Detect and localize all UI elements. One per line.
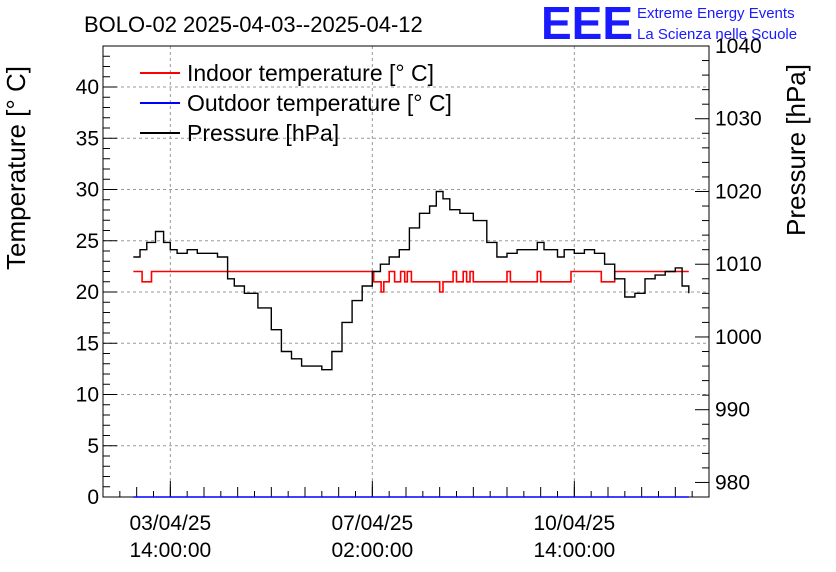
x-axis: 03/04/25 14:00:00 07/04/25 02:00:00 10/04/25… xyxy=(119,481,693,562)
left-axis: 0 5 10 15 20 25 30 35 40 xyxy=(76,45,117,509)
eee-logo: EEE Extreme Energy Events La Scienza nel… xyxy=(541,0,797,49)
legend-label-0: Indoor temperature [° C] xyxy=(187,60,434,86)
right-tick-label-1000: 1000 xyxy=(715,326,762,349)
left-tick-label-20: 20 xyxy=(76,281,99,304)
left-tick-label-35: 35 xyxy=(76,127,99,150)
x-tick-label-date-0: 03/04/25 xyxy=(129,512,211,535)
right-axis: 980 990 1000 1010 1020 1030 1040 xyxy=(695,35,762,494)
right-tick-label-1040: 1040 xyxy=(715,35,762,58)
left-tick-label-0: 0 xyxy=(87,486,99,509)
left-tick-label-30: 30 xyxy=(76,179,99,202)
right-axis-title: Pressure [hPa] xyxy=(781,64,811,236)
series-layer xyxy=(133,190,690,498)
x-tick-label-date-2: 10/04/25 xyxy=(533,512,615,535)
series-line-2 xyxy=(133,190,690,371)
x-tick-label-time-1: 02:00:00 xyxy=(331,539,413,562)
right-tick-label-990: 990 xyxy=(715,399,750,422)
chart-title: BOLO-02 2025-04-03--2025-04-12 xyxy=(84,12,423,37)
right-tick-label-980: 980 xyxy=(715,471,750,494)
left-tick-label-10: 10 xyxy=(76,384,99,407)
x-tick-label-time-0: 14:00:00 xyxy=(129,539,211,562)
left-tick-label-5: 5 xyxy=(87,435,99,458)
right-tick-label-1030: 1030 xyxy=(715,108,762,131)
left-tick-label-40: 40 xyxy=(76,76,99,99)
right-tick-label-1010: 1010 xyxy=(715,253,762,276)
left-tick-label-25: 25 xyxy=(76,230,99,253)
left-tick-label-15: 15 xyxy=(76,332,99,355)
x-tick-label-date-1: 07/04/25 xyxy=(331,512,413,535)
x-tick-label-time-2: 14:00:00 xyxy=(533,539,615,562)
legend: Indoor temperature [° C] Outdoor temperat… xyxy=(140,60,452,146)
left-axis-title: Temperature [° C] xyxy=(1,66,31,270)
right-tick-label-1020: 1020 xyxy=(715,180,762,203)
eee-logo-line2: La Scienza nelle Scuole xyxy=(637,26,797,43)
series-line-0 xyxy=(133,270,689,293)
legend-label-2: Pressure [hPa] xyxy=(187,120,339,146)
eee-logo-mark: EEE xyxy=(541,0,633,49)
legend-label-1: Outdoor temperature [° C] xyxy=(187,90,452,116)
eee-logo-line1: Extreme Energy Events xyxy=(637,5,795,22)
